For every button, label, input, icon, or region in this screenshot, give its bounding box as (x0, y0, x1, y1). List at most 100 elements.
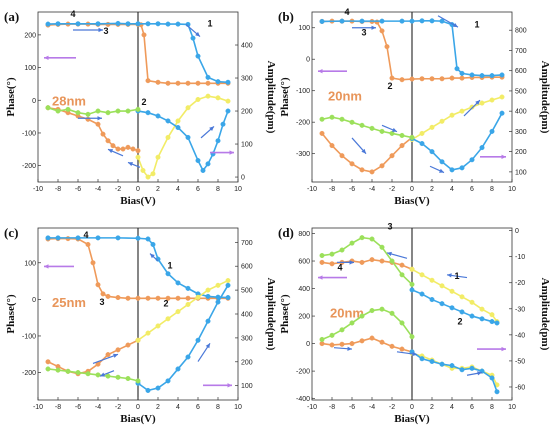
data-point (200, 167, 206, 173)
series-yellow-amplitude (135, 93, 231, 180)
data-point (105, 352, 111, 358)
data-point (409, 281, 415, 287)
series-green-phase (319, 306, 415, 342)
x-tick-label: 10 (234, 404, 242, 411)
x-tick-label: 0 (410, 186, 414, 193)
data-point (115, 146, 121, 152)
series-line (47, 339, 139, 375)
series-blue-amplitude (135, 108, 231, 173)
y2-tick-label: 0 (241, 175, 245, 182)
data-point (399, 143, 405, 149)
data-point (479, 73, 485, 79)
data-point (369, 308, 375, 314)
branch-number: 4 (83, 230, 88, 240)
data-point (155, 21, 161, 27)
y2-tick-label: 400 (241, 43, 253, 50)
x-tick-label: 6 (196, 404, 200, 411)
data-point (479, 145, 485, 151)
direction-arrow-head (347, 346, 352, 351)
y2-axis-label: Amplitude(pm) (265, 61, 277, 134)
data-point (125, 108, 131, 114)
data-point (329, 342, 335, 348)
data-point (141, 32, 147, 38)
data-point (319, 130, 325, 136)
data-point (95, 108, 101, 114)
chart-panel-2: -10 -8 -6 -4 -2 0 2 4 6 8 10 -300 -200 -100 0 100 100 200… (278, 7, 550, 207)
data-point (125, 295, 131, 301)
thickness-label: 25nm (52, 295, 86, 310)
data-point (125, 144, 131, 150)
data-point (85, 371, 91, 377)
data-point (389, 153, 395, 159)
data-point (494, 389, 500, 395)
direction-arrow-head (100, 372, 105, 377)
y2-tick-label: 100 (241, 142, 253, 149)
data-point (105, 373, 111, 379)
data-point (145, 236, 151, 242)
data-point (379, 28, 385, 34)
branch-number: 1 (474, 20, 479, 30)
data-point (389, 258, 395, 264)
series-line (411, 112, 503, 171)
data-point (349, 341, 355, 347)
data-point (419, 272, 425, 278)
data-point (205, 287, 211, 293)
data-point (349, 240, 355, 246)
series-blue-amplitude (409, 110, 505, 173)
chart-panel-3: -10 -8 -6 -4 -2 0 2 4 6 8 10 -200 -100 0 100 100 200 300 4… (4, 225, 277, 425)
bias-arrow-head (44, 264, 49, 269)
data-point (205, 80, 211, 86)
data-point (155, 323, 161, 329)
series-blue-phase (45, 235, 231, 301)
bias-arrow-head (318, 275, 323, 280)
data-point (155, 295, 161, 301)
x-tick-label: -6 (75, 186, 81, 193)
data-point (155, 385, 161, 391)
data-point (429, 76, 435, 82)
chart-panel-1: -10 -8 -6 -4 -2 0 2 4 6 8 10 -200 -100 0 100 200 0 100 200… (4, 9, 277, 207)
data-point (449, 363, 455, 369)
data-point (195, 80, 201, 86)
data-point (439, 18, 445, 24)
data-point (125, 342, 131, 348)
y2-tick-label: 100 (241, 383, 253, 390)
data-point (409, 266, 415, 272)
y-tick-label: -100 (22, 333, 36, 340)
x-tick-label: -6 (349, 186, 355, 193)
data-point (489, 128, 495, 134)
series-line (47, 368, 139, 382)
data-point (319, 253, 325, 259)
data-point (439, 76, 445, 82)
data-point (399, 320, 405, 326)
data-point (95, 21, 101, 27)
series-line (411, 268, 498, 323)
data-point (225, 282, 231, 288)
x-axis-label: Bias(V) (394, 195, 430, 207)
data-point (459, 165, 465, 171)
data-point (359, 259, 365, 265)
x-tick-label: -8 (329, 404, 335, 411)
x-tick-label: 6 (196, 186, 200, 193)
data-point (140, 167, 146, 173)
direction-arrow-head (412, 351, 417, 357)
data-point (369, 125, 375, 131)
data-point (429, 149, 435, 155)
y-tick-label: -100 (22, 130, 36, 137)
data-point (115, 374, 121, 380)
data-point (135, 295, 141, 301)
data-point (379, 18, 385, 24)
x-tick-label: 0 (136, 186, 140, 193)
direction-arrow-head (128, 162, 133, 167)
data-point (459, 309, 465, 315)
data-point (185, 105, 191, 111)
bias-arrow-head (501, 346, 506, 352)
direction-arrow-head (439, 168, 444, 173)
y-tick-label: -400 (296, 396, 310, 403)
y-tick-label: -200 (22, 370, 36, 377)
x-tick-label: -6 (349, 404, 355, 411)
x-tick-label: 4 (450, 186, 454, 193)
y-tick-label: -200 (296, 369, 310, 376)
data-point (479, 100, 485, 106)
data-point (155, 79, 161, 85)
